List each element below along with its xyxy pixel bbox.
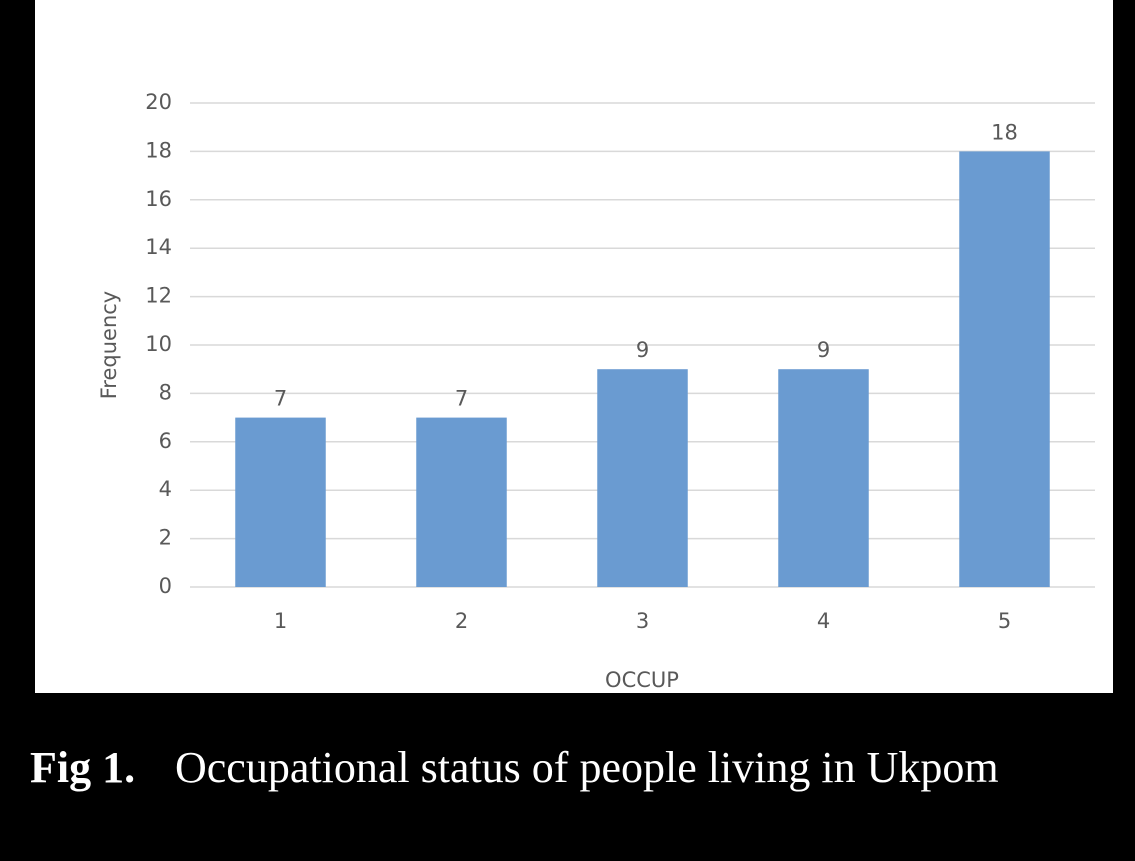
bar — [597, 369, 688, 587]
bar — [416, 417, 507, 587]
bar — [235, 417, 326, 587]
data-label: 9 — [636, 338, 649, 362]
x-axis-label: OCCUP — [605, 668, 679, 692]
caption-label: Fig 1. — [30, 743, 135, 792]
caption: Occupational status of people living in … — [175, 743, 999, 792]
y-tick-label: 18 — [145, 138, 172, 162]
y-tick-label: 4 — [159, 477, 172, 501]
x-tick-label: 2 — [455, 609, 468, 633]
y-tick-label: 12 — [145, 284, 172, 308]
data-label: 18 — [991, 120, 1018, 144]
x-tick-label: 4 — [817, 609, 830, 633]
y-tick-label: 0 — [159, 574, 172, 598]
data-label: 7 — [455, 387, 468, 411]
data-label: 7 — [274, 387, 287, 411]
y-tick-label: 10 — [145, 332, 172, 356]
y-tick-label: 8 — [159, 380, 172, 404]
y-tick-label: 20 — [145, 90, 172, 114]
y-tick-label: 2 — [159, 526, 172, 550]
data-label: 9 — [817, 338, 830, 362]
y-axis-label: Frequency — [97, 291, 121, 400]
y-tick-label: 14 — [145, 235, 172, 259]
chart-area — [35, 0, 1113, 693]
y-tick-label: 6 — [159, 429, 172, 453]
bar — [778, 369, 869, 587]
y-tick-label: 16 — [145, 187, 172, 211]
x-tick-label: 1 — [274, 609, 287, 633]
bar — [959, 151, 1050, 587]
x-tick-label: 5 — [998, 609, 1011, 633]
x-tick-label: 3 — [636, 609, 649, 633]
